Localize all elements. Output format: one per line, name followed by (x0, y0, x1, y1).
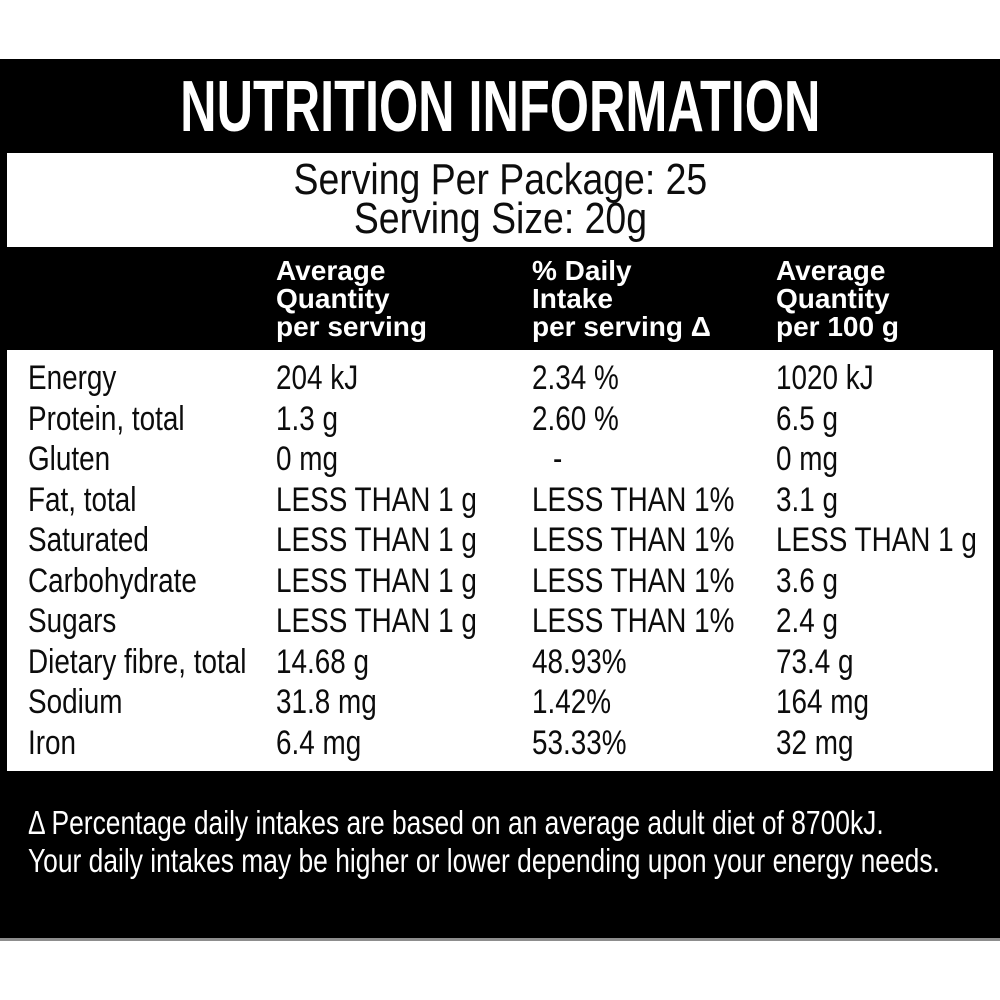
row-label: Protein, total (28, 399, 185, 438)
cell-daily-intake: 53.33% (532, 723, 627, 762)
cell-per-serving: 1.3 g (276, 399, 339, 438)
cell-per-serving: 6.4 mg (276, 723, 362, 762)
cell-per-serving: LESS THAN 1 g (276, 602, 477, 640)
nutrition-table: Energy 204 kJ 2.34 % 1020 kJ Protein, to… (7, 350, 993, 771)
footnote: Δ Percentage daily intakes are based on … (28, 804, 940, 880)
cell-per-100g: 3.6 g (776, 561, 839, 600)
column-header-pct-daily-intake: % Daily Intake per serving Δ (532, 255, 711, 342)
cell-per-100g: 2.4 g (776, 602, 839, 640)
table-row-fat: Fat, total LESS THAN 1 g LESS THAN 1% 3.… (7, 480, 993, 520)
footnote-line-2: Your daily intakes may be higher or lowe… (28, 842, 940, 879)
cell-daily-intake: LESS THAN 1% (532, 602, 735, 640)
cell-per-100g: 73.4 g (776, 642, 854, 681)
table-row-energy: Energy 204 kJ 2.34 % 1020 kJ (7, 358, 993, 398)
footnote-line-1: Δ Percentage daily intakes are based on … (28, 804, 884, 841)
cell-per-100g: 6.5 g (776, 399, 839, 438)
row-label: Iron (28, 723, 77, 762)
table-row-sodium: Sodium 31.8 mg 1.42% 164 mg (7, 682, 993, 722)
row-label: Carbohydrate (28, 561, 197, 600)
cell-per-100g: 32 mg (776, 723, 854, 762)
cell-per-serving: LESS THAN 1 g (276, 521, 477, 559)
cell-daily-intake: LESS THAN 1% (532, 480, 735, 519)
cell-per-serving: 31.8 mg (276, 683, 377, 721)
row-label: Sodium (28, 683, 123, 721)
column-header-avg-qty-per-100g: Average Quantity per 100 g (776, 255, 899, 342)
cell-per-serving: LESS THAN 1 g (276, 561, 477, 600)
cell-daily-intake: LESS THAN 1% (532, 561, 735, 600)
page-title: NUTRITION INFORMATION (179, 67, 821, 147)
row-label: Dietary fibre, total (28, 642, 247, 681)
serving-size: Serving Size: 20g (353, 194, 647, 243)
row-label: Energy (28, 359, 117, 397)
row-label: Saturated (28, 521, 149, 559)
row-label: Fat, total (28, 480, 137, 519)
cell-per-serving: LESS THAN 1 g (276, 480, 477, 519)
cell-per-serving: 204 kJ (276, 359, 359, 397)
cell-per-100g: 0 mg (776, 440, 838, 478)
cell-daily-intake: - (553, 440, 563, 478)
cell-daily-intake: 2.60 % (532, 399, 619, 438)
label-bottom-edge (0, 938, 1000, 941)
serving-info-panel: Serving Per Package: 25 Serving Size: 20… (7, 153, 993, 247)
title-bar: NUTRITION INFORMATION (0, 67, 1000, 147)
cell-daily-intake: 1.42% (532, 683, 612, 721)
serving-per-package: Serving Per Package: 25 (293, 155, 707, 204)
cell-per-100g: 164 mg (776, 683, 869, 721)
table-row-dietary-fibre: Dietary fibre, total 14.68 g 48.93% 73.4… (7, 642, 993, 682)
table-row-carbohydrate: Carbohydrate LESS THAN 1 g LESS THAN 1% … (7, 561, 993, 601)
row-label: Sugars (28, 602, 117, 640)
row-label: Gluten (28, 440, 111, 478)
nutrition-label-panel: NUTRITION INFORMATION Serving Per Packag… (0, 59, 1000, 938)
cell-per-100g: 1020 kJ (776, 359, 874, 397)
cell-daily-intake: LESS THAN 1% (532, 521, 735, 559)
table-row-iron: Iron 6.4 mg 53.33% 32 mg (7, 723, 993, 763)
column-header-avg-qty-per-serving: Average Quantity per serving (276, 255, 427, 342)
table-row-saturated: Saturated LESS THAN 1 g LESS THAN 1% LES… (7, 520, 993, 560)
cell-daily-intake: 2.34 % (532, 359, 619, 397)
table-row-sugars: Sugars LESS THAN 1 g LESS THAN 1% 2.4 g (7, 601, 993, 641)
cell-per-serving: 0 mg (276, 440, 338, 478)
table-row-gluten: Gluten 0 mg - 0 mg (7, 439, 993, 479)
cell-per-100g: 3.1 g (776, 480, 839, 519)
cell-daily-intake: 48.93% (532, 642, 627, 681)
table-row-protein: Protein, total 1.3 g 2.60 % 6.5 g (7, 399, 993, 439)
cell-per-100g: LESS THAN 1 g (776, 521, 977, 559)
cell-per-serving: 14.68 g (276, 642, 370, 681)
